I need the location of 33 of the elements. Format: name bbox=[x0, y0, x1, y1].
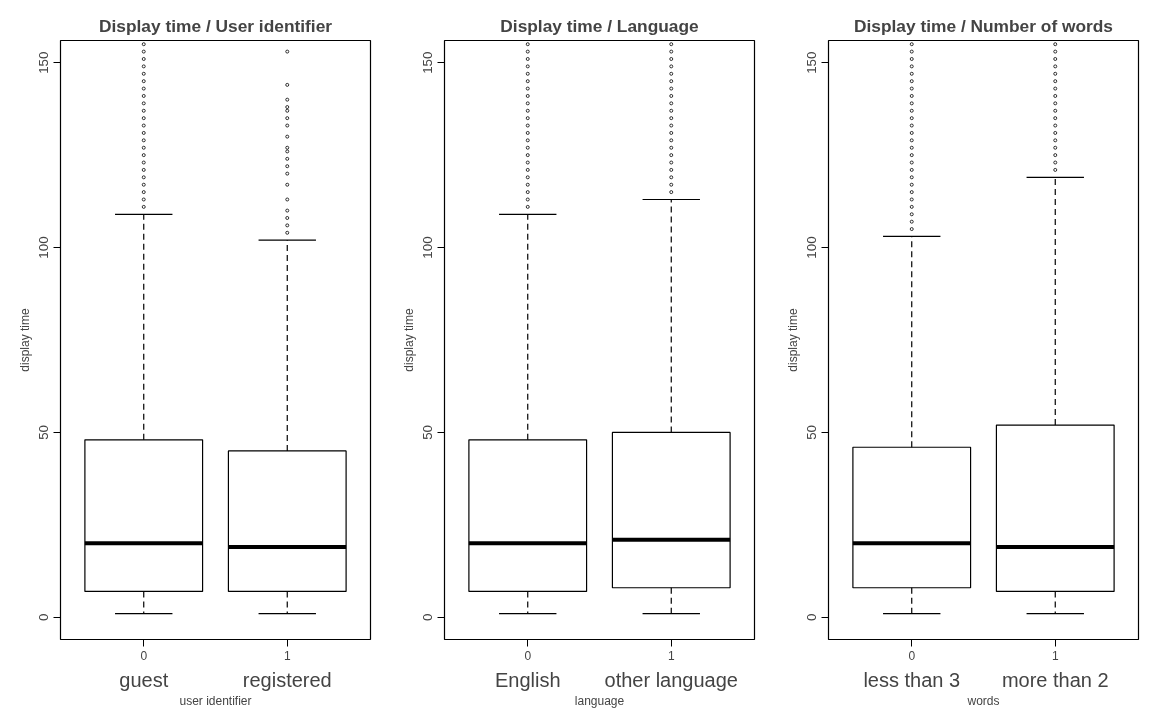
y-tick-label: 150 bbox=[420, 51, 436, 74]
chart-title: Display time / User identifier bbox=[98, 15, 333, 36]
y-tick-label: 50 bbox=[420, 425, 436, 440]
y-tick-label: 0 bbox=[804, 613, 820, 622]
y-tick-label: 100 bbox=[420, 236, 436, 259]
chart-title: Display time / Number of words bbox=[854, 15, 1114, 36]
y-tick-label: 150 bbox=[804, 51, 820, 74]
y-tick-label: 150 bbox=[36, 51, 52, 74]
y-tick-label: 50 bbox=[804, 425, 820, 440]
x-axis-title: words bbox=[966, 693, 1000, 708]
y-tick-label: 0 bbox=[420, 613, 436, 622]
y-tick-label: 50 bbox=[36, 425, 52, 440]
text: English bbox=[494, 668, 561, 691]
x-tick-label: 0 bbox=[524, 648, 532, 663]
text: more than 2 bbox=[1001, 668, 1109, 691]
y-axis-title: display time bbox=[17, 308, 32, 372]
text: guest bbox=[119, 668, 169, 691]
y-tick-label: 100 bbox=[804, 236, 820, 259]
x-tick-label: 1 bbox=[283, 648, 291, 663]
x-tick-label: 0 bbox=[908, 648, 916, 663]
y-tick-label: 0 bbox=[36, 613, 52, 622]
x-tick-label: 1 bbox=[667, 648, 675, 663]
chart-title: Display time / Language bbox=[500, 15, 700, 36]
x-axis-title: user identifier bbox=[179, 693, 252, 708]
x-tick-label: 0 bbox=[140, 648, 148, 663]
text: registered bbox=[242, 668, 332, 691]
x-tick-label: 1 bbox=[1051, 648, 1059, 663]
text: other language bbox=[604, 668, 738, 691]
text: less than 3 bbox=[863, 668, 961, 691]
x-axis-title: language bbox=[574, 693, 625, 708]
y-axis-title: display time bbox=[785, 308, 800, 372]
y-tick-label: 100 bbox=[36, 236, 52, 259]
y-axis-title: display time bbox=[401, 308, 416, 372]
